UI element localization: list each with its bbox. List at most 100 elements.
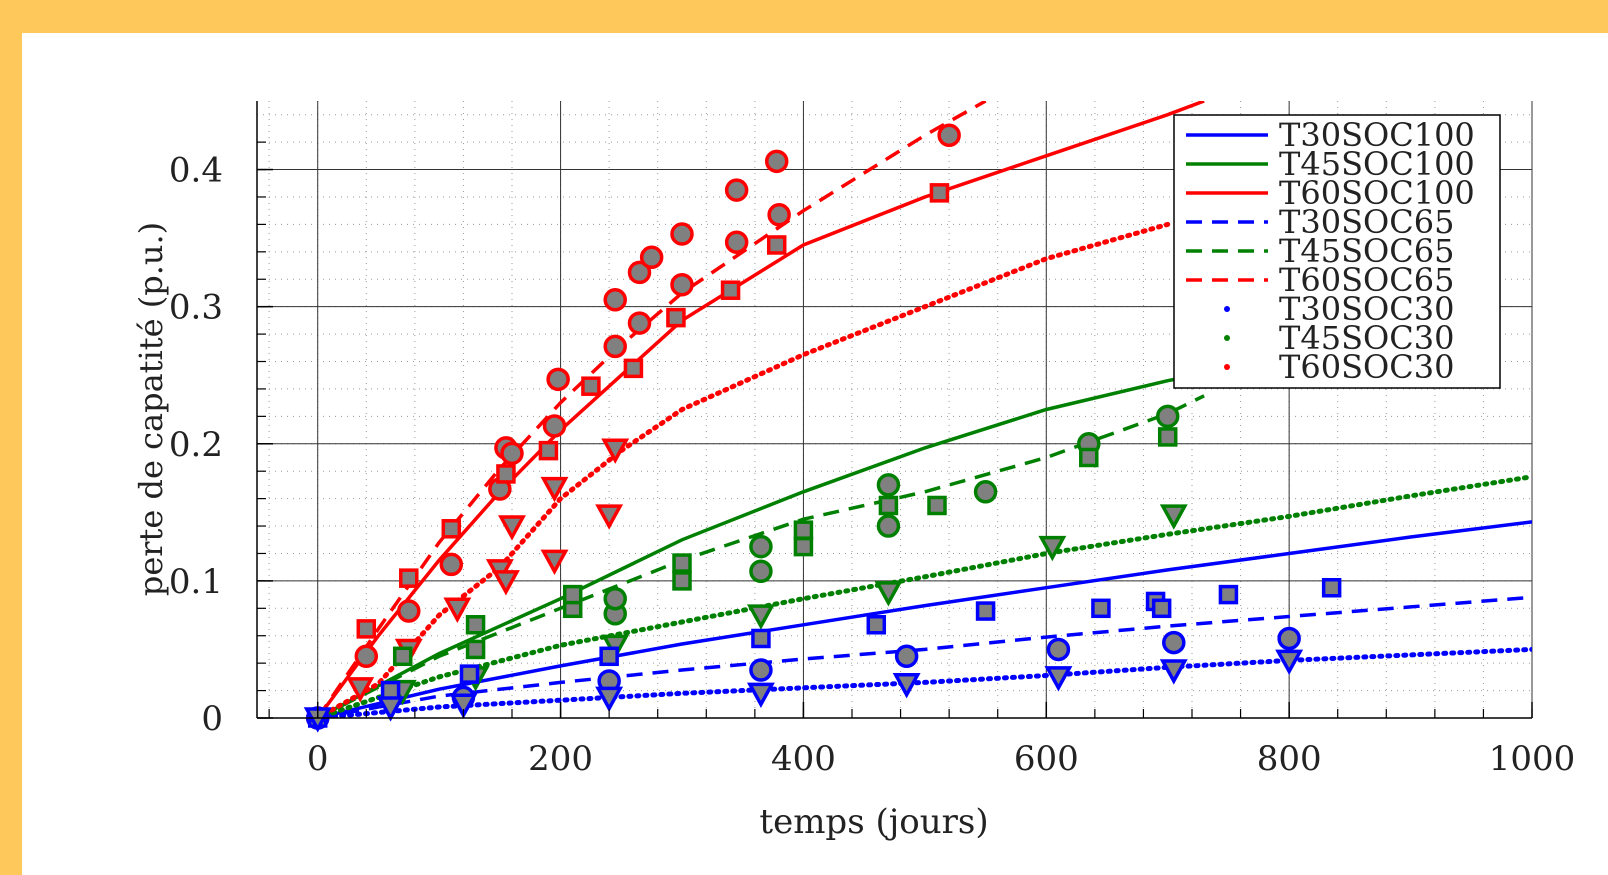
x-tick-label: 1000 <box>1489 739 1576 779</box>
x-tick-label: 800 <box>1257 739 1322 779</box>
data-point-square <box>793 520 814 540</box>
data-point-square <box>496 464 516 484</box>
data-point-triangle <box>601 438 630 464</box>
y-axis-label: perte de capatité (p.u.) <box>132 222 170 596</box>
x-tick-label: 400 <box>771 739 836 779</box>
data-point-circle <box>670 222 694 246</box>
data-point-circle <box>937 123 961 148</box>
data-point-circle <box>670 272 694 297</box>
data-point-circle <box>397 599 421 623</box>
y-tick-label: 0.1 <box>169 562 223 602</box>
data-point-square <box>459 664 480 684</box>
legend-label: T60SOC30 <box>1279 348 1454 386</box>
data-point-triangle <box>540 549 569 575</box>
data-point-circle <box>876 514 901 538</box>
data-point-circle <box>603 288 627 312</box>
data-point-square <box>538 440 559 461</box>
data-point-triangle <box>595 504 624 530</box>
legend-label: T45SOC65 <box>1279 232 1454 270</box>
data-point-square <box>672 553 692 573</box>
legend-swatch-T60SOC30 <box>1224 364 1230 370</box>
data-point-circle <box>500 441 524 466</box>
data-point-square <box>1218 584 1239 605</box>
data-point-circle <box>767 203 791 227</box>
data-point-circle <box>1155 404 1180 429</box>
axes-layer: 0 200 400 600 800 1000 0 0.1 0.2 0.3 0.4 <box>169 101 1575 779</box>
data-point-circle <box>973 480 998 504</box>
data-point-square <box>380 680 401 701</box>
data-point-triangle <box>595 686 624 713</box>
y-tick-label: 0 <box>201 699 223 739</box>
data-point-circle <box>724 230 749 254</box>
data-point-circle <box>542 414 567 438</box>
data-point-triangle <box>346 677 375 703</box>
legend-label: T45SOC100 <box>1279 145 1475 183</box>
x-tick-label: 0 <box>307 739 329 779</box>
data-point-square <box>720 280 741 300</box>
data-point-triangle <box>449 693 478 719</box>
data-point-square <box>465 639 486 660</box>
data-point-square <box>465 615 486 635</box>
series-line-T60SOC100 <box>316 101 1205 718</box>
data-point-triangle <box>1038 535 1067 562</box>
data-point-square <box>1321 577 1342 598</box>
data-point-square <box>929 183 950 203</box>
legend: T30SOC100T45SOC100T60SOC100T30SOC65T45SO… <box>1173 114 1501 389</box>
data-point-square <box>441 519 462 539</box>
legend-label: T45SOC30 <box>1279 319 1454 357</box>
legend-label: T30SOC30 <box>1279 290 1454 328</box>
data-point-square <box>562 584 583 605</box>
data-point-square <box>392 646 413 667</box>
data-point-square <box>793 536 814 557</box>
data-point-circle <box>627 311 652 335</box>
data-point-circle <box>439 552 464 577</box>
data-point-square <box>1079 447 1099 468</box>
series-line-T45SOC65 <box>316 394 1205 718</box>
data-point-circle <box>764 149 789 174</box>
legend-label: T60SOC65 <box>1279 261 1454 299</box>
data-point-triangle <box>443 597 472 623</box>
data-point-circle <box>876 473 901 497</box>
data-point-triangle <box>746 604 775 630</box>
legend-label: T60SOC100 <box>1279 174 1475 212</box>
y-tick-label: 0.2 <box>169 425 223 465</box>
data-point-square <box>1091 598 1111 619</box>
data-point-circle <box>603 334 627 359</box>
data-point-circle <box>749 534 773 559</box>
data-point-triangle <box>1044 666 1073 692</box>
data-point-circle <box>639 245 664 270</box>
x-axis-label: temps (jours) <box>759 802 988 842</box>
data-point-square <box>1151 598 1172 619</box>
data-point-square <box>666 307 686 328</box>
data-point-square <box>766 235 787 255</box>
data-point-square <box>623 358 644 379</box>
data-point-circle <box>749 658 773 682</box>
y-tick-label: 0.4 <box>169 151 223 191</box>
data-point-triangle <box>491 570 520 596</box>
data-point-triangle <box>601 634 630 660</box>
legend-label: T30SOC100 <box>1279 116 1475 154</box>
data-point-triangle <box>1275 649 1304 676</box>
x-tick-label: 200 <box>528 739 593 779</box>
data-point-square <box>1157 427 1178 447</box>
data-point-circle <box>354 644 379 669</box>
series-line-T30SOC100 <box>317 520 1532 718</box>
data-point-triangle <box>1159 504 1188 530</box>
data-point-square <box>399 568 419 588</box>
series-line-T45SOC100 <box>316 373 1196 718</box>
data-point-circle <box>724 178 749 202</box>
data-point-circle <box>894 644 919 669</box>
data-point-square <box>599 646 619 667</box>
data-point-triangle <box>892 672 921 699</box>
figure-frame: 0 200 400 600 800 1000 0 0.1 0.2 0.3 0.4 T30SOC100… <box>22 33 1608 875</box>
points-layer <box>303 123 1342 733</box>
legend-swatch-T30SOC30 <box>1224 306 1230 312</box>
data-point-triangle <box>746 682 775 708</box>
data-point-circle <box>627 260 652 285</box>
data-point-square <box>975 601 996 621</box>
capacity-loss-chart: 0 200 400 600 800 1000 0 0.1 0.2 0.3 0.4 T30SOC100… <box>132 101 1575 842</box>
data-point-triangle <box>874 581 903 607</box>
series-line-T30SOC30 <box>315 646 1532 718</box>
data-point-square <box>672 571 692 591</box>
x-tick-label: 600 <box>1014 739 1079 779</box>
